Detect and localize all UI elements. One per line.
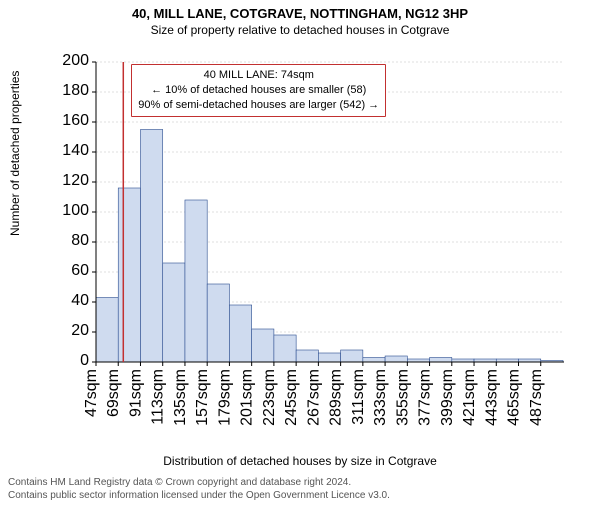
chart-container: 40, MILL LANE, COTGRAVE, NOTTINGHAM, NG1… bbox=[0, 6, 600, 506]
svg-text:40: 40 bbox=[71, 292, 89, 309]
footnote: Contains HM Land Registry data © Crown c… bbox=[8, 477, 390, 502]
annotation-box: 40 MILL LANE: 74sqm ← 10% of detached ho… bbox=[131, 64, 386, 117]
svg-text:113sqm: 113sqm bbox=[150, 369, 167, 425]
svg-text:421sqm: 421sqm bbox=[461, 369, 478, 426]
histogram-bar bbox=[363, 358, 385, 363]
svg-text:223sqm: 223sqm bbox=[261, 369, 278, 426]
y-axis: 0 20 40 60 80 100 120 140 160 180 200 bbox=[62, 52, 96, 369]
histogram-bar bbox=[96, 298, 118, 363]
histogram-bar bbox=[318, 353, 340, 362]
svg-text:201sqm: 201sqm bbox=[239, 369, 256, 426]
histogram-bar bbox=[274, 335, 296, 362]
chart-title-main: 40, MILL LANE, COTGRAVE, NOTTINGHAM, NG1… bbox=[0, 6, 600, 21]
svg-text:91sqm: 91sqm bbox=[127, 369, 144, 417]
svg-text:157sqm: 157sqm bbox=[194, 369, 211, 426]
svg-text:69sqm: 69sqm bbox=[105, 369, 122, 417]
annotation-line-2: ← 10% of detached houses are smaller (58… bbox=[138, 83, 379, 98]
histogram-bar bbox=[207, 284, 229, 362]
svg-text:289sqm: 289sqm bbox=[328, 369, 345, 426]
y-axis-label: Number of detached properties bbox=[8, 71, 22, 236]
histogram-bar bbox=[163, 263, 185, 362]
x-axis-label: Distribution of detached houses by size … bbox=[0, 454, 600, 468]
chart-title-sub: Size of property relative to detached ho… bbox=[0, 23, 600, 37]
svg-text:47sqm: 47sqm bbox=[83, 369, 100, 417]
histogram-bar bbox=[252, 329, 274, 362]
histogram-bar bbox=[430, 358, 452, 363]
histogram-bar bbox=[140, 130, 162, 363]
svg-text:0: 0 bbox=[80, 352, 89, 369]
plot-area: 0 20 40 60 80 100 120 140 160 180 200 47sqm 69sqm 91… bbox=[56, 52, 576, 422]
footnote-line-2: Contains public sector information licen… bbox=[8, 490, 390, 503]
svg-text:179sqm: 179sqm bbox=[216, 369, 233, 426]
histogram-bar bbox=[229, 305, 251, 362]
svg-text:399sqm: 399sqm bbox=[439, 369, 456, 426]
svg-text:377sqm: 377sqm bbox=[417, 369, 434, 426]
svg-text:465sqm: 465sqm bbox=[506, 369, 523, 426]
svg-text:60: 60 bbox=[71, 262, 89, 279]
svg-text:100: 100 bbox=[62, 202, 89, 219]
svg-text:443sqm: 443sqm bbox=[483, 369, 500, 426]
svg-text:80: 80 bbox=[71, 232, 89, 249]
histogram-bar bbox=[341, 350, 363, 362]
histogram-bar bbox=[385, 356, 407, 362]
histogram-bars bbox=[96, 130, 563, 363]
footnote-line-1: Contains HM Land Registry data © Crown c… bbox=[8, 477, 390, 490]
svg-text:200: 200 bbox=[62, 52, 89, 69]
svg-text:355sqm: 355sqm bbox=[394, 369, 411, 426]
annotation-line-1: 40 MILL LANE: 74sqm bbox=[138, 68, 379, 83]
svg-text:267sqm: 267sqm bbox=[305, 369, 322, 426]
histogram-bar bbox=[118, 188, 140, 362]
svg-text:245sqm: 245sqm bbox=[283, 369, 300, 426]
svg-text:160: 160 bbox=[62, 112, 89, 129]
svg-text:120: 120 bbox=[62, 172, 89, 189]
annotation-line-3: 90% of semi-detached houses are larger (… bbox=[138, 98, 379, 113]
histogram-bar bbox=[185, 200, 207, 362]
svg-text:140: 140 bbox=[62, 142, 89, 159]
svg-text:487sqm: 487sqm bbox=[528, 369, 545, 426]
svg-text:311sqm: 311sqm bbox=[350, 369, 367, 425]
svg-text:333sqm: 333sqm bbox=[372, 369, 389, 426]
svg-text:20: 20 bbox=[71, 322, 89, 339]
x-axis: 47sqm 69sqm 91sqm 113sqm 135sqm 157sqm 179sqm 2… bbox=[83, 362, 564, 426]
histogram-bar bbox=[296, 350, 318, 362]
svg-text:135sqm: 135sqm bbox=[172, 369, 189, 426]
svg-text:180: 180 bbox=[62, 82, 89, 99]
